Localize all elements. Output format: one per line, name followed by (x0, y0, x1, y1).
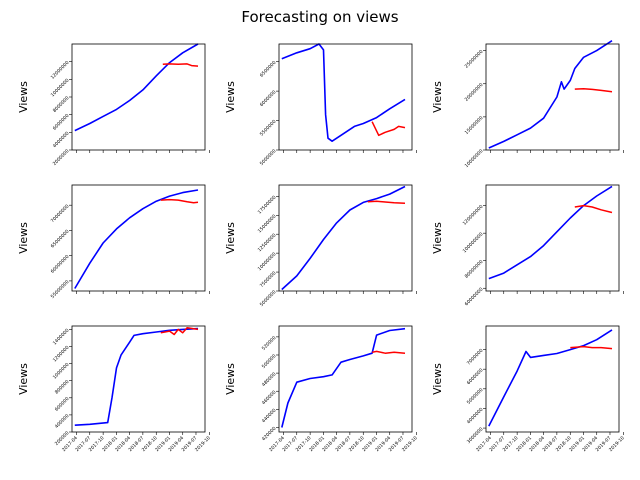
axes-frame (485, 184, 620, 292)
forecast-line-7 (160, 326, 199, 336)
y-tick-label: 60000000 (50, 254, 71, 275)
y-tick-label: 15000000 (257, 213, 278, 234)
axes-frame (278, 43, 413, 151)
y-tick-label: 5500000 (259, 119, 278, 138)
y-tick-label: 400000 (54, 413, 71, 430)
actual-line-4 (74, 189, 199, 289)
y-axis-label: Views (431, 222, 444, 254)
subplot-6: 60000000 80000000 100000000 120000000 Views (431, 184, 624, 307)
forecast-line-8 (371, 350, 406, 354)
y-axis-label: Views (431, 81, 444, 113)
subplot-4: 55000000 60000000 65000000 70000000 Views (17, 184, 210, 300)
y-tick-label: 15000000 (464, 115, 485, 136)
y-tick-label: 460000 (261, 389, 278, 406)
axes-frame (278, 325, 413, 433)
actual-line-6 (488, 185, 613, 280)
subplot-5: 5000000750000010000000125000001500000017… (224, 184, 417, 308)
actual-line-7 (74, 327, 199, 426)
y-axis-label: Views (224, 363, 237, 395)
axes-frame (71, 325, 206, 433)
y-tick-label: 55000000 (50, 279, 71, 300)
y-tick-label: 25000000 (464, 49, 485, 70)
y-tick-label: 440000 (261, 408, 278, 425)
subplot-8: 4200004400004600004800005000005200002017… (224, 325, 419, 453)
y-tick-label: 12500000 (257, 232, 278, 253)
forecast-line-4 (160, 198, 199, 204)
y-tick-label: 6500000 (259, 60, 278, 79)
y-tick-label: 6000000 (52, 113, 71, 132)
y-tick-label: 8000000 (52, 95, 71, 114)
y-tick-label: 520000 (261, 335, 278, 352)
y-tick-label: 800000 (54, 379, 71, 396)
y-tick-label: 120000000 (462, 204, 485, 227)
axes-frame (71, 43, 206, 151)
y-axis-label: Views (224, 81, 237, 113)
y-tick-label: 480000 (261, 371, 278, 388)
y-tick-label: 100000000 (462, 231, 485, 254)
axes-frame (278, 184, 413, 292)
actual-line-1 (74, 43, 199, 132)
y-tick-label: 65000000 (50, 229, 71, 250)
figure-title: Forecasting on views (241, 8, 398, 26)
y-tick-label: 1400000 (52, 328, 71, 347)
forecast-line-1 (162, 63, 199, 67)
y-tick-label: 80000000 (464, 259, 485, 280)
y-tick-label: 10000000 (464, 148, 485, 169)
axes-frame (71, 184, 206, 292)
subplot-1: 2000000400000060000008000000100000001200… (17, 43, 210, 167)
y-tick-label: 420000 (261, 426, 278, 443)
y-tick-label: 60000000 (464, 286, 485, 307)
y-tick-label: 4000000 (52, 131, 71, 150)
y-tick-label: 6000000 (259, 89, 278, 108)
subplot-3: 10000000 15000000 20000000 25000000 Views (431, 40, 624, 169)
axes-frame (485, 43, 620, 151)
y-tick-label: 20000000 (464, 82, 485, 103)
y-tick-label: 1000000 (52, 362, 71, 381)
actual-line-8 (281, 327, 406, 428)
actual-line-3 (488, 40, 613, 149)
y-tick-label: 5000000 (259, 289, 278, 308)
y-tick-label: 10000000 (257, 251, 278, 272)
forecast-line-9 (570, 345, 613, 350)
panels: 2000000400000060000008000000100000001200… (17, 40, 626, 453)
subplot-7: 2000004000006000008000001000000120000014… (17, 325, 212, 453)
forecast-line-6 (574, 204, 613, 214)
y-tick-label: 5000000 (466, 387, 485, 406)
forecast-line-2 (371, 121, 406, 137)
y-tick-label: 500000 (261, 353, 278, 370)
y-tick-label: 17500000 (257, 195, 278, 216)
forecast-line-3 (574, 87, 613, 93)
subplot-2: 5000000 5500000 6000000 6500000 Views (224, 43, 417, 167)
y-axis-label: Views (17, 363, 30, 395)
y-tick-label: 1200000 (52, 345, 71, 364)
actual-line-9 (488, 329, 613, 427)
y-tick-label: 600000 (54, 396, 71, 413)
y-tick-label: 12000000 (50, 60, 71, 81)
actual-line-5 (281, 185, 406, 291)
y-axis-label: Views (17, 222, 30, 254)
y-axis-label: Views (224, 222, 237, 254)
y-tick-label: 5000000 (259, 148, 278, 167)
forecast-line-5 (367, 200, 406, 204)
subplot-9: 300000040000005000000600000070000002017-… (431, 325, 626, 453)
y-axis-label: Views (17, 81, 30, 113)
y-axis-label: Views (431, 363, 444, 395)
axes-frame (485, 325, 620, 433)
y-tick-label: 2000000 (52, 148, 71, 167)
y-tick-label: 6000000 (466, 367, 485, 386)
y-tick-label: 7000000 (466, 348, 485, 367)
actual-line-2 (281, 43, 406, 142)
y-tick-label: 7500000 (259, 270, 278, 289)
y-tick-label: 70000000 (50, 203, 71, 224)
y-tick-label: 4000000 (466, 407, 485, 426)
